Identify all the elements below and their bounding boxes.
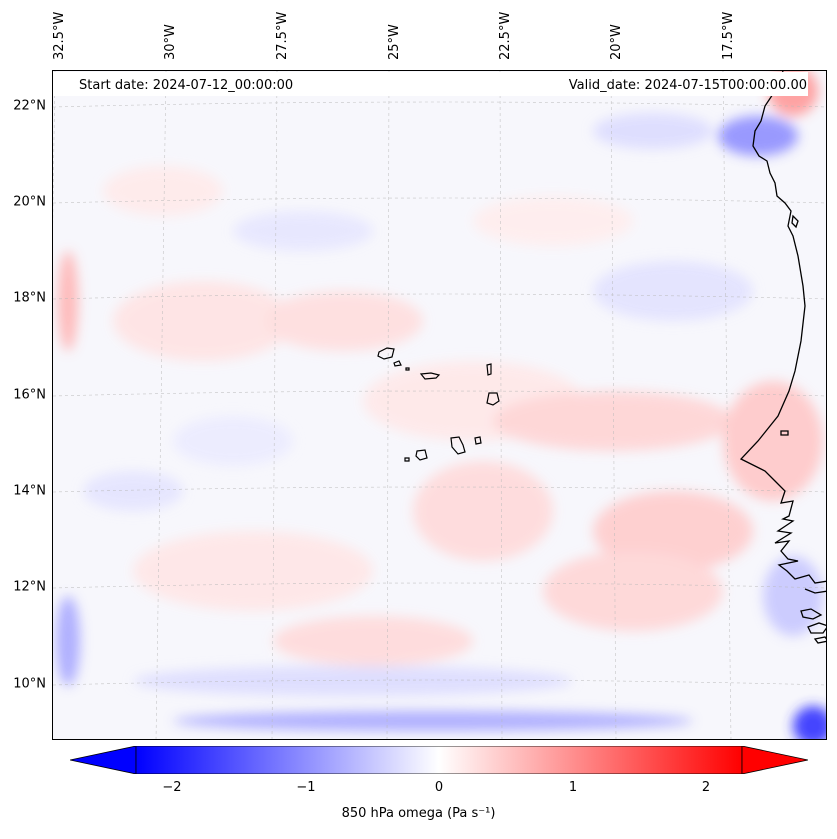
lat-label-22: 22°N bbox=[13, 98, 46, 114]
lon-label-30: 30°W bbox=[163, 24, 178, 60]
valid-date-label: Valid_date: 2024-07-15T00:00:00.00 bbox=[568, 78, 807, 93]
date-header-band bbox=[53, 72, 808, 96]
lat-label-20: 20°N bbox=[13, 194, 46, 210]
colorbar-tick-2: 2 bbox=[701, 780, 711, 795]
lon-label-17-5: 17.5°W bbox=[721, 11, 736, 60]
colorbar-label: 850 hPa omega (Pa s⁻¹) bbox=[341, 806, 496, 821]
colorbar-tick-0: 0 bbox=[434, 780, 444, 795]
start-date-label: Start date: 2024-07-12_00:00:00 bbox=[79, 78, 294, 93]
lon-label-27-5: 27.5°W bbox=[275, 11, 290, 60]
omega-map bbox=[52, 70, 827, 740]
lon-label-20: 20°W bbox=[609, 24, 624, 60]
colorbar-tick-neg1: −1 bbox=[296, 780, 316, 795]
colorbar-tick-neg2: −2 bbox=[162, 780, 182, 795]
lat-label-12: 12°N bbox=[13, 579, 46, 595]
lat-label-10: 10°N bbox=[13, 676, 46, 692]
colorbar-extend-low bbox=[70, 746, 137, 774]
lon-label-25: 25°W bbox=[387, 24, 402, 60]
colorbar bbox=[70, 746, 808, 774]
lat-label-16: 16°N bbox=[13, 387, 46, 403]
lon-label-22-5: 22.5°W bbox=[498, 11, 513, 60]
lon-label-32-5: 32.5°W bbox=[52, 11, 67, 60]
omega-field bbox=[56, 71, 826, 739]
cape-verde-islands bbox=[377, 347, 500, 462]
omega-field-svg bbox=[53, 71, 826, 739]
colorbar-tick-1: 1 bbox=[568, 780, 578, 795]
lat-label-14: 14°N bbox=[13, 483, 46, 499]
colorbar-gradient bbox=[135, 746, 743, 774]
gridlines bbox=[53, 71, 826, 739]
colorbar-extend-high bbox=[741, 746, 808, 774]
west-africa-coastline bbox=[739, 71, 826, 644]
lat-label-18: 18°N bbox=[13, 290, 46, 306]
